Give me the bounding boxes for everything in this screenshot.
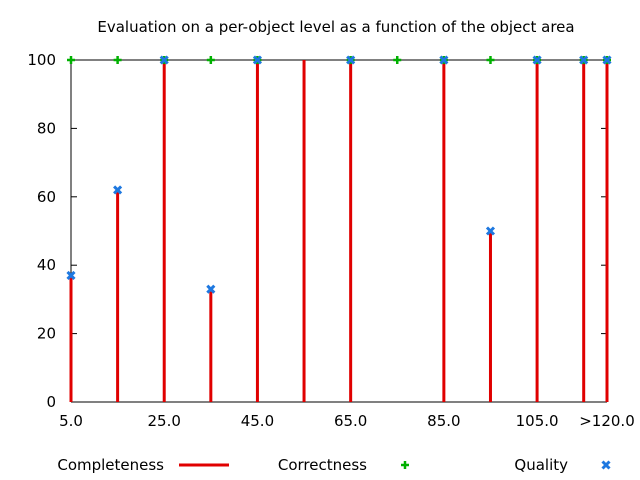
quality-point [485,226,496,236]
chart-title: Evaluation on a per-object level as a fu… [97,18,574,36]
quality-point [159,55,169,65]
quality-point [66,270,76,281]
y-tick-label: 60 [37,188,56,206]
y-tick-label: 80 [37,119,56,137]
correctness-point [206,56,215,64]
quality-point [113,185,123,195]
quality-point [602,55,612,65]
legend-label: Correctness [278,456,367,474]
correctness-point [486,56,495,64]
x-tick-label: >120.0 [579,412,635,430]
correctness-point [113,56,122,64]
series-completeness [69,60,609,402]
series-quality [66,55,612,294]
legend-label: Quality [514,456,568,474]
plot-marks [66,55,612,402]
x-tick-label: 45.0 [241,412,274,430]
quality-point [346,55,356,65]
y-tick-label: 100 [27,51,56,69]
quality-point [532,55,542,65]
legend-plus-swatch [401,461,409,469]
legend: Completeness Correctness Quality [57,456,611,474]
legend-item-correctness: Correctness [278,456,409,474]
legend-item-completeness: Completeness [57,456,229,474]
y-tick-label: 0 [46,393,56,411]
legend-x-swatch [601,460,611,470]
correctness-point [393,56,402,64]
y-tick-label: 40 [37,256,56,274]
x-tick-label: 5.0 [59,412,83,430]
x-tick-label: 65.0 [334,412,367,430]
correctness-point [67,56,75,64]
quality-point [252,55,262,65]
quality-point [439,55,449,65]
quality-point [206,284,216,294]
x-tick-label: 105.0 [516,412,559,430]
quality-point [579,55,589,65]
legend-label: Completeness [57,456,164,474]
legend-item-quality: Quality [514,456,611,474]
axes: 0 20 40 60 80 100 5.0 25.0 45.0 65.0 85.0 105.0 >120… [27,51,634,430]
y-tick-label: 20 [37,325,56,343]
x-tick-label: 85.0 [427,412,460,430]
x-tick-label: 25.0 [148,412,181,430]
